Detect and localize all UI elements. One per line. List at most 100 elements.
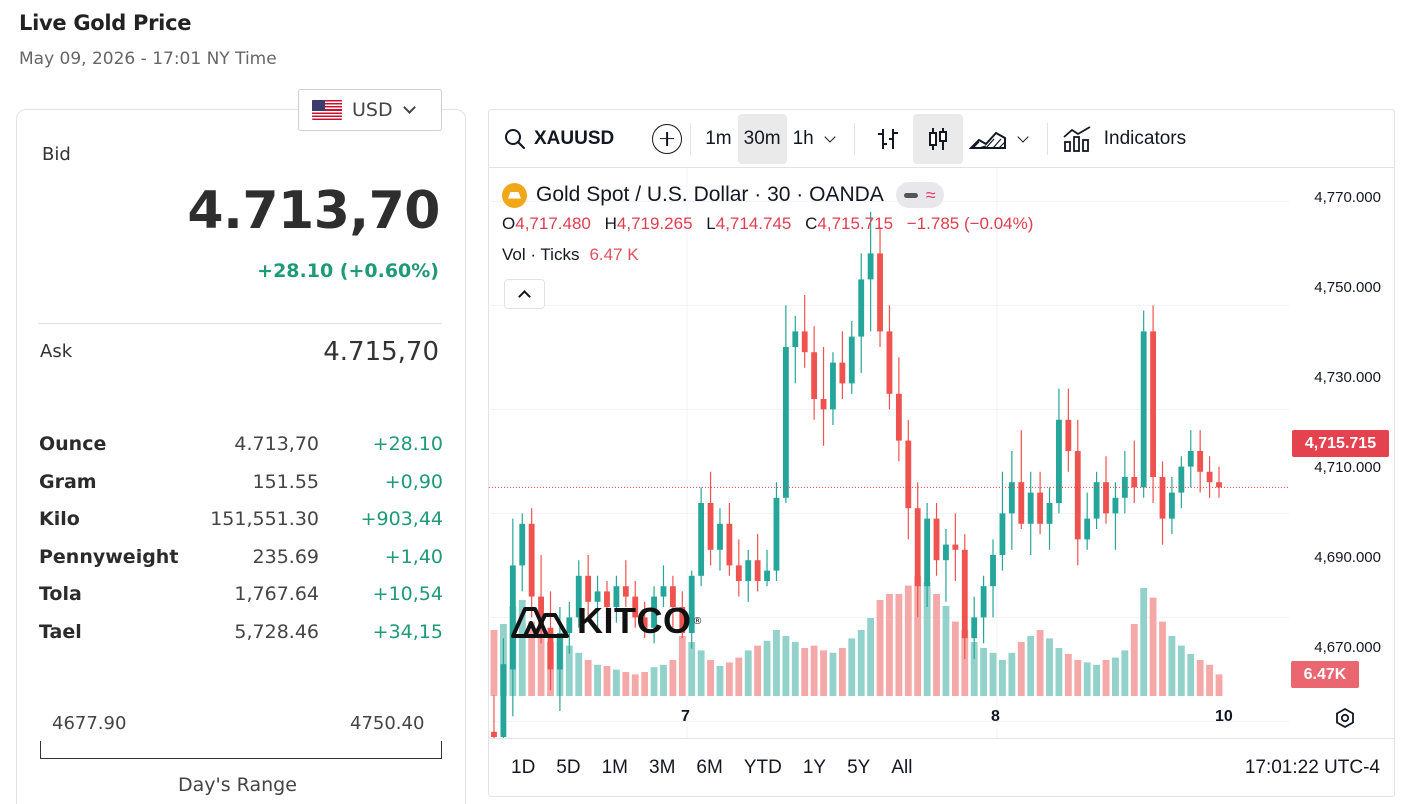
volume-bar <box>669 660 677 696</box>
collapse-legend-button[interactable] <box>504 279 545 309</box>
volume-bar <box>1215 674 1223 696</box>
volume-bar <box>951 621 959 696</box>
candle-body <box>848 336 855 384</box>
candle-body <box>538 596 544 628</box>
interval-1h-button[interactable]: 1h <box>792 127 814 149</box>
volume-bar <box>829 652 837 696</box>
price-chart[interactable] <box>489 168 1394 738</box>
volume-bar <box>1168 636 1176 696</box>
volume-bar <box>716 666 724 696</box>
chart-settings-icon[interactable] <box>1334 707 1356 729</box>
candle-body <box>604 591 610 607</box>
chart-type-dropdown-icon[interactable] <box>1017 130 1029 143</box>
candle-body <box>1008 482 1015 514</box>
unit-price-table: Ounce 4.713,70 +28.10 Gram 151.55 +0,90 … <box>38 427 443 653</box>
y-axis-tick: 4,710.000 <box>1314 459 1381 476</box>
volume-bar <box>942 606 950 696</box>
chart-toolbar: XAUUSD 1m 30m 1h Indicators <box>489 110 1394 168</box>
volume-bar <box>707 660 714 696</box>
candle-body <box>547 627 554 670</box>
candles-style-button[interactable] <box>912 113 963 164</box>
indicators-button[interactable]: Indicators <box>1062 125 1186 153</box>
candle-body <box>1187 451 1194 467</box>
range-1m-button[interactable]: 1M <box>601 756 628 778</box>
volume-bar <box>622 672 630 696</box>
volume-bar <box>1027 636 1035 696</box>
volume-bar <box>801 648 809 696</box>
unit-price: 5,728.46 <box>234 620 319 643</box>
range-6m-button[interactable]: 6M <box>696 756 723 778</box>
unit-row-tola: Tola 1,767.64 +10,54 <box>38 577 443 615</box>
unit-price: 1,767.64 <box>234 583 319 606</box>
x-axis-tick: 10 <box>1215 708 1233 725</box>
candle-body <box>622 586 629 597</box>
y-axis-tick: 4,690.000 <box>1314 549 1381 566</box>
candle-body <box>1046 503 1053 524</box>
open-value: 4,717.480 <box>515 214 591 233</box>
x-axis-tick: 7 <box>681 708 690 725</box>
unit-name: Ounce <box>39 433 107 455</box>
close-value: 4,715.715 <box>817 214 894 233</box>
toolbar-separator <box>853 122 855 155</box>
range-5d-button[interactable]: 5D <box>556 756 581 778</box>
candle-body <box>1131 477 1138 488</box>
indicators-icon <box>1063 125 1091 152</box>
legend-title-text: Gold Spot / U.S. Dollar · 30 · OANDA <box>536 183 884 206</box>
volume-bar <box>697 650 705 696</box>
candle-body <box>895 393 902 441</box>
range-3m-button[interactable]: 3M <box>649 756 676 778</box>
unit-price: 151.55 <box>252 470 319 493</box>
currency-select[interactable]: USD <box>298 89 442 131</box>
candle-body <box>801 331 808 353</box>
candle-body <box>688 575 695 633</box>
day-range-caption: Day's Range <box>178 774 297 796</box>
interval-dropdown-icon[interactable] <box>824 130 836 143</box>
volume-bar <box>1093 664 1101 696</box>
volume-bar <box>735 657 743 696</box>
range-1y-button[interactable]: 1Y <box>802 756 827 778</box>
chart-widget: XAUUSD 1m 30m 1h Indicators Gold Spot / … <box>488 109 1395 797</box>
divider <box>38 323 442 324</box>
candle-body <box>679 607 686 633</box>
candle-body <box>745 560 752 581</box>
day-range-low: 4677.90 <box>52 713 127 734</box>
candle-body <box>811 352 818 399</box>
candle-body <box>764 570 770 581</box>
candle-body <box>1027 492 1034 524</box>
volume-value: 6.47 K <box>589 245 639 264</box>
low-value: 4,714.745 <box>715 214 792 233</box>
volume-bar <box>1140 588 1148 696</box>
range-ytd-button[interactable]: YTD <box>743 756 782 778</box>
y-axis-tick: 4,670.000 <box>1314 639 1381 656</box>
volume-bar <box>1036 630 1044 696</box>
ohlc-bars-icon <box>877 128 898 149</box>
candle-body <box>754 560 761 581</box>
volume-bar <box>678 636 686 696</box>
bar-chart-style-button[interactable] <box>863 114 913 164</box>
page-date: May 09, 2026 - 17:01 NY Time <box>19 49 277 69</box>
volume-bar <box>725 662 733 696</box>
candle-body <box>500 664 507 737</box>
open-key: O <box>502 214 516 233</box>
area-style-button[interactable] <box>963 114 1013 164</box>
range-1d-button[interactable]: 1D <box>511 756 536 778</box>
range-5y-button[interactable]: 5Y <box>847 756 871 778</box>
interval-1m-button[interactable]: 1m <box>705 127 732 149</box>
kitco-wordmark: KITCO <box>577 600 692 641</box>
compare-symbol-button[interactable] <box>652 123 683 154</box>
candle-body <box>1074 451 1081 540</box>
gold-symbol-icon <box>502 182 527 208</box>
volume-bar <box>744 650 752 696</box>
candle-body <box>660 586 667 597</box>
range-all-button[interactable]: All <box>891 756 913 778</box>
volume-bar <box>641 672 649 696</box>
indicators-label: Indicators <box>1103 127 1187 149</box>
volume-label: Vol · Ticks <box>502 245 580 264</box>
legend-toggle-pill[interactable]: ≈ <box>895 182 944 208</box>
interval-30m-button[interactable]: 30m <box>737 113 787 164</box>
symbol-search-button[interactable]: XAUUSD <box>504 128 614 150</box>
volume-bar <box>1187 654 1195 696</box>
area-chart-icon <box>968 131 1006 149</box>
day-range-high: 4750.40 <box>350 713 425 734</box>
candle-body <box>830 362 836 410</box>
